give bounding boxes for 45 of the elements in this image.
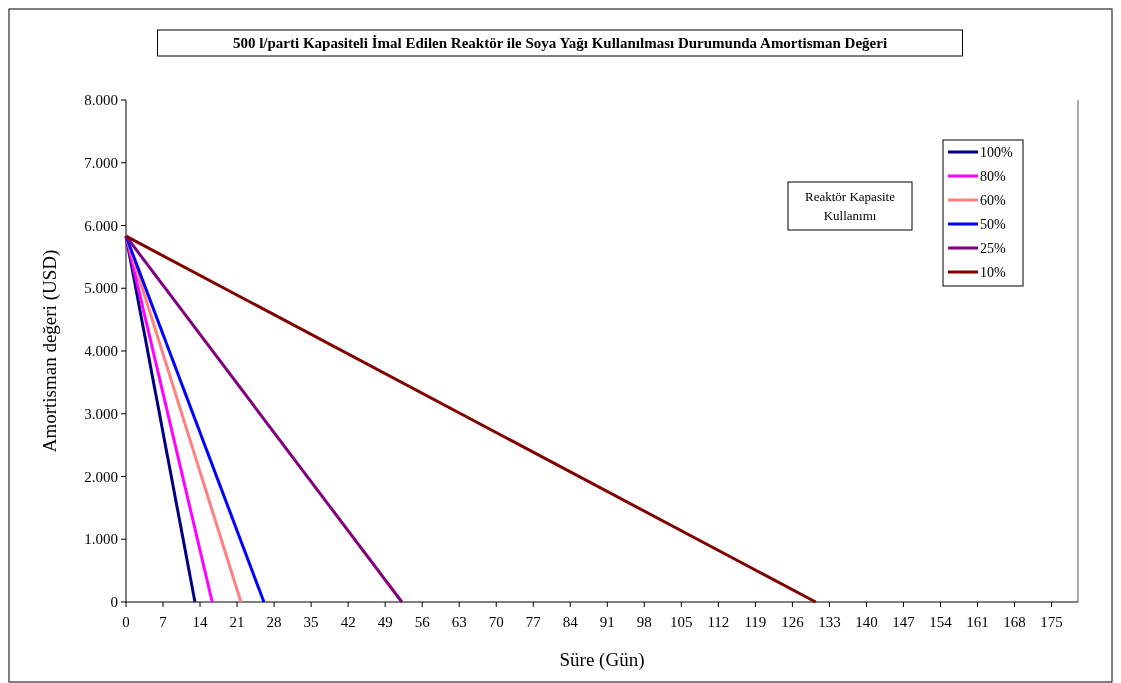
x-tick-label: 112 bbox=[707, 614, 730, 630]
y-tick-label: 5.000 bbox=[84, 280, 118, 297]
y-tick-label: 4.000 bbox=[84, 343, 118, 359]
legend-label: 60% bbox=[980, 193, 1006, 208]
x-tick-label: 42 bbox=[340, 614, 356, 630]
x-tick-label: 0 bbox=[122, 614, 130, 630]
x-tick-label: 14 bbox=[192, 614, 209, 630]
y-tick-label: 0 bbox=[110, 594, 118, 610]
legend-label: 80% bbox=[980, 169, 1006, 184]
y-tick-label: 7.000 bbox=[84, 154, 118, 171]
x-tick-label: 91 bbox=[599, 614, 615, 630]
x-tick-label: 175 bbox=[1040, 614, 1063, 630]
x-tick-label: 7 bbox=[159, 614, 168, 630]
x-tick-label: 140 bbox=[855, 614, 878, 630]
x-tick-label: 28 bbox=[266, 614, 282, 630]
y-tick-label: 2.000 bbox=[84, 468, 118, 485]
x-tick-label: 154 bbox=[929, 614, 953, 630]
x-tick-label: 84 bbox=[562, 614, 579, 630]
legend-title: Reaktör Kapasite Kullanımı bbox=[805, 189, 896, 223]
x-tick-label: 133 bbox=[818, 614, 841, 630]
legend-label: 50% bbox=[980, 217, 1006, 232]
x-tick-label: 161 bbox=[966, 614, 989, 630]
x-tick-label: 126 bbox=[781, 614, 805, 630]
y-tick-label: 1.000 bbox=[84, 531, 118, 548]
x-tick-label: 70 bbox=[488, 614, 504, 630]
y-axis-title: Amortisman değeri (USD) bbox=[39, 249, 61, 453]
y-tick-label: 6.000 bbox=[84, 217, 118, 234]
legend-label: 100% bbox=[980, 145, 1013, 160]
x-tick-label: 49 bbox=[377, 614, 393, 630]
x-tick-label: 119 bbox=[744, 614, 767, 630]
chart-title: 500 l/parti Kapasiteli İmal Edilen Reaktör ile Soya Yağı Kullanılması Durumunda Amortisman Değeri bbox=[232, 35, 888, 51]
x-tick-label: 168 bbox=[1003, 614, 1026, 630]
legend-label: 25% bbox=[980, 241, 1006, 256]
x-tick-label: 105 bbox=[670, 614, 693, 630]
x-tick-label: 147 bbox=[892, 614, 916, 630]
x-tick-label: 21 bbox=[229, 614, 245, 630]
y-tick-label: 3.000 bbox=[84, 405, 118, 422]
x-tick-label: 56 bbox=[414, 614, 431, 630]
y-tick-label: 8.000 bbox=[84, 92, 118, 108]
legend-label: 10% bbox=[980, 265, 1006, 280]
x-tick-label: 35 bbox=[303, 614, 319, 630]
x-tick-label: 98 bbox=[636, 614, 652, 630]
x-axis-title: Süre (Gün) bbox=[559, 649, 645, 671]
x-tick-label: 63 bbox=[451, 614, 467, 630]
x-tick-label: 77 bbox=[525, 614, 542, 630]
